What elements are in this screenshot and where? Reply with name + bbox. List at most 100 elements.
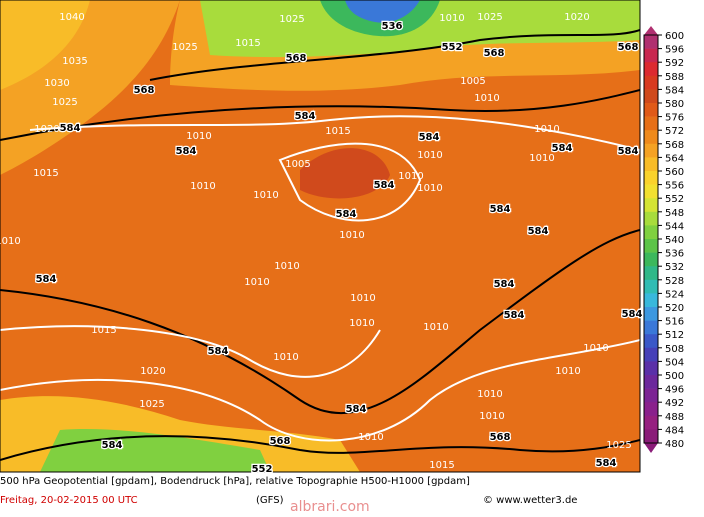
- contour-label: 584: [622, 309, 643, 320]
- contour-label: 568: [134, 85, 155, 96]
- colorbar-segment: [644, 211, 658, 226]
- colorbar-label: 520: [665, 303, 684, 314]
- contour-label: 1010: [244, 277, 269, 288]
- contour-label: 1010: [417, 183, 442, 194]
- watermark: albrari.com: [290, 499, 370, 513]
- colorbar-segment: [644, 415, 658, 430]
- colorbar-label: 564: [665, 153, 684, 164]
- contour-label: 584: [528, 226, 549, 237]
- contour-label: 1020: [140, 366, 165, 377]
- colorbar-segment: [644, 388, 658, 403]
- colorbar-segment: [644, 361, 658, 376]
- colorbar-label: 568: [665, 140, 684, 151]
- colorbar-label: 540: [665, 235, 684, 246]
- contour-label: 584: [336, 209, 357, 220]
- colorbar-label: 492: [665, 398, 684, 409]
- contour-label: 1010: [349, 318, 374, 329]
- contour-label: 584: [618, 146, 639, 157]
- colorbar-segment: [644, 184, 658, 199]
- colorbar-segment: [644, 225, 658, 240]
- contour-label: 1010: [398, 171, 423, 182]
- colorbar-label: 512: [665, 330, 684, 341]
- colorbar-label: 600: [665, 31, 684, 42]
- colorbar-segment: [644, 375, 658, 389]
- colorbar-label: 484: [665, 425, 684, 436]
- contour-label: 584: [346, 404, 367, 415]
- colorbar-label: 556: [665, 181, 684, 192]
- colorbar-segment: [644, 48, 658, 63]
- colorbar-label: 536: [665, 249, 684, 260]
- field-yellow2: [0, 0, 90, 90]
- contour-label: 568: [484, 48, 505, 59]
- contour-label: 1010: [583, 343, 608, 354]
- contour-label: 584: [102, 440, 123, 451]
- isohypse: [0, 89, 640, 141]
- colorbar-segment: [644, 75, 658, 90]
- colorbar-label: 592: [665, 58, 684, 69]
- colorbar-segment: [644, 35, 658, 49]
- colorbar-arrow-top: [644, 26, 658, 35]
- contour-label: 1025: [139, 399, 164, 410]
- contour-label: 584: [176, 146, 197, 157]
- contour-label: 1010: [273, 352, 298, 363]
- contour-label: 1010: [253, 190, 278, 201]
- contour-label: 1010: [0, 236, 21, 247]
- contour-label: 584: [374, 180, 395, 191]
- contour-label: 584: [490, 204, 511, 215]
- field-blue: [345, 0, 420, 23]
- contour-label: 1010: [339, 230, 364, 241]
- colorbar-label: 560: [665, 167, 684, 178]
- contour-label: 1010: [274, 261, 299, 272]
- contour-label: 1020: [34, 124, 59, 135]
- contour-label: 584: [36, 274, 57, 285]
- colorbar-label: 508: [665, 344, 684, 355]
- colorbar-segment: [644, 347, 658, 362]
- map-frame: [0, 0, 641, 473]
- contour-label: 584: [596, 458, 617, 469]
- contour-label: 1010: [190, 181, 215, 192]
- contour-label: 1015: [325, 126, 350, 137]
- footer-date: Freitag, 20-02-2015 00 UTC: [0, 495, 138, 506]
- contour-label: 1015: [235, 38, 260, 49]
- contour-label: 584: [419, 132, 440, 143]
- contour-label: 1005: [460, 76, 485, 87]
- colorbar-label: 516: [665, 317, 684, 328]
- isohypse: [0, 229, 640, 414]
- colorbar-segment: [644, 171, 658, 185]
- contour-label: 584: [60, 123, 81, 134]
- contour-label: 568: [286, 53, 307, 64]
- contour-label: 1040: [59, 12, 84, 23]
- colorbar-segment: [644, 103, 658, 117]
- colorbar-segment: [644, 143, 658, 158]
- footer-model: (GFS): [256, 495, 284, 506]
- isobar: [29, 115, 640, 151]
- colorbar-segment: [644, 334, 658, 349]
- colorbar-label: 480: [665, 439, 684, 450]
- contour-label: 552: [442, 42, 463, 53]
- colorbar-label: 584: [665, 85, 684, 96]
- contour-label: 1015: [91, 325, 116, 336]
- contour-label: 1005: [285, 159, 310, 170]
- contour-label: 1025: [172, 42, 197, 53]
- contour-label: 568: [618, 42, 639, 53]
- contour-label: 568: [270, 436, 291, 447]
- isobar: [0, 339, 640, 442]
- contour-label: 536: [382, 21, 403, 32]
- contour-label: 1010: [479, 411, 504, 422]
- contour-label: 1025: [477, 12, 502, 23]
- colorbar-segment: [644, 266, 658, 281]
- colorbar-segment: [644, 429, 658, 444]
- colorbar-label: 544: [665, 221, 684, 232]
- colorbar-segment: [644, 62, 658, 77]
- colorbar-segment: [644, 293, 658, 308]
- contour-label: 1010: [186, 131, 211, 142]
- contour-label: 1010: [477, 389, 502, 400]
- colorbar-segment: [644, 130, 658, 145]
- contour-label: 568: [490, 432, 511, 443]
- colorbar-label: 552: [665, 194, 684, 205]
- colorbar-segment: [644, 89, 658, 104]
- footer-copyright: © www.wetter3.de: [483, 495, 577, 506]
- footer-title: 500 hPa Geopotential [gpdam], Bodendruck…: [0, 476, 470, 487]
- contour-label: 584: [208, 346, 229, 357]
